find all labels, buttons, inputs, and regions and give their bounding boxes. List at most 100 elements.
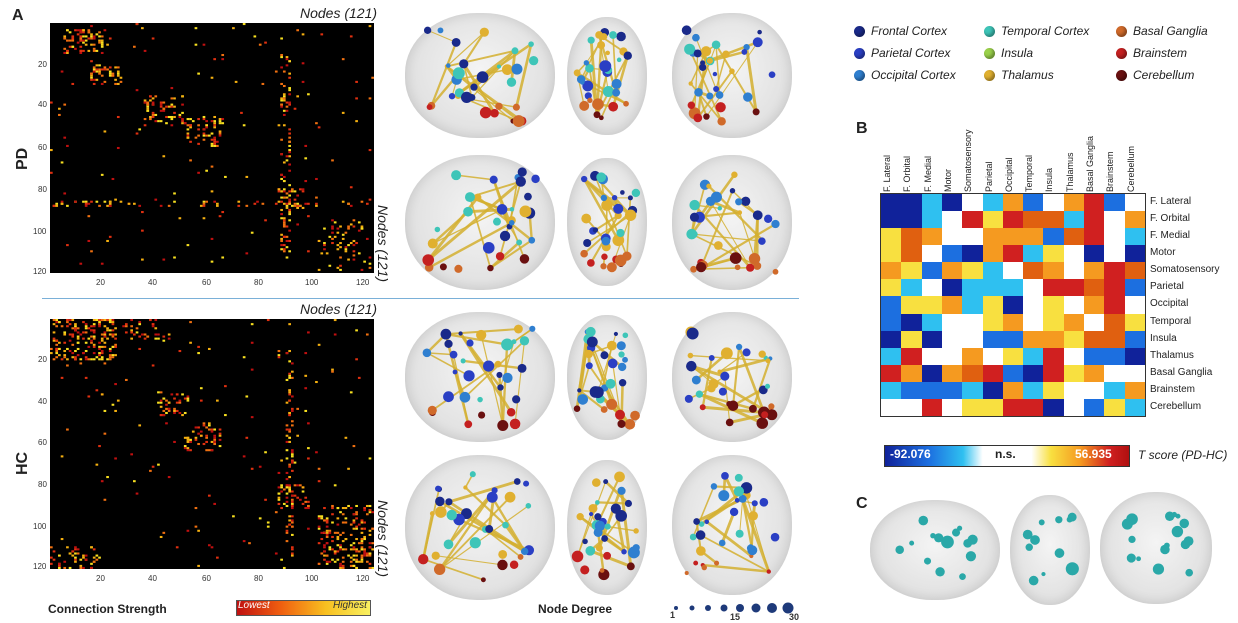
brain-node <box>624 419 636 430</box>
matrix-cell <box>108 354 112 357</box>
colorbar-title: T score (PD-HC) <box>1138 448 1228 462</box>
heatmap-cell <box>881 381 902 400</box>
matrix-cell <box>360 519 364 522</box>
matrix-cell <box>355 566 358 569</box>
matrix-cell <box>216 144 219 147</box>
matrix-cell <box>288 486 291 489</box>
matrix-cell <box>363 535 366 539</box>
matrix-cell <box>60 538 64 541</box>
matrix-cell <box>242 356 246 359</box>
network-edge <box>446 31 485 67</box>
matrix-cell <box>199 204 203 207</box>
matrix-cell <box>63 354 67 357</box>
matrix-cell <box>355 538 358 541</box>
matrix-cell <box>253 202 257 205</box>
brain-node <box>772 268 779 275</box>
matrix-cell <box>325 525 329 528</box>
brain-node <box>612 234 625 247</box>
brain-node <box>734 264 741 271</box>
matrix-cell <box>197 564 200 567</box>
brain-node <box>771 219 780 229</box>
matrix-cell <box>277 471 281 474</box>
brain-node <box>528 56 539 66</box>
brain-node <box>604 523 611 530</box>
heatmap-cell <box>1043 398 1065 417</box>
matrix-cell <box>100 337 104 340</box>
matrix-cell <box>149 99 152 102</box>
brain-node <box>632 544 640 552</box>
matrix-cell <box>76 548 80 551</box>
matrix-cell <box>111 333 115 336</box>
heatmap-cell <box>921 245 943 263</box>
significant-node <box>1041 571 1046 577</box>
matrix-cell <box>106 43 109 46</box>
matrix-cell <box>368 262 372 265</box>
matrix-cell <box>181 95 184 98</box>
matrix-cell <box>290 515 294 518</box>
matrix-cell <box>186 449 190 452</box>
brain-node <box>495 252 505 261</box>
heatmap-cell <box>982 245 1004 263</box>
matrix-cell <box>282 95 286 98</box>
matrix-cell <box>280 244 283 247</box>
brain-node <box>588 503 598 513</box>
matrix-cell <box>248 542 251 545</box>
matrix-cell <box>52 204 56 207</box>
matrix-cell <box>157 337 160 340</box>
matrix-cell <box>68 339 72 342</box>
matrix-cell <box>114 333 117 336</box>
matrix-cell <box>341 548 345 551</box>
brain-node <box>508 219 515 226</box>
matrix-cell <box>130 331 134 334</box>
matrix-cell <box>79 51 83 54</box>
matrix-cell <box>50 562 53 565</box>
matrix-cell <box>363 538 366 541</box>
matrix-cell <box>352 225 356 228</box>
matrix-cell <box>285 192 289 195</box>
matrix-cell <box>285 449 289 452</box>
matrix-cell <box>130 453 134 456</box>
heatmap-cell <box>881 245 902 263</box>
heatmap-cell <box>1104 364 1126 383</box>
matrix-cell <box>360 560 364 563</box>
matrix-cell <box>266 521 270 524</box>
matrix-cell <box>336 244 340 247</box>
matrix-cell <box>363 554 366 557</box>
hc-ytick: 100 <box>33 522 47 531</box>
brain-node <box>497 420 509 432</box>
brain-node <box>757 29 762 35</box>
brain-node <box>496 371 503 378</box>
heatmap-row-label: Parietal <box>1150 281 1184 293</box>
matrix-cell <box>130 329 134 332</box>
matrix-cell <box>331 558 334 561</box>
matrix-cell <box>277 502 281 505</box>
brain-node <box>512 103 520 111</box>
matrix-cell <box>360 558 364 561</box>
matrix-cell <box>331 504 334 508</box>
matrix-cell <box>157 391 160 394</box>
brain-node <box>704 519 710 525</box>
matrix-cell <box>114 409 117 412</box>
matrix-cell <box>68 45 72 48</box>
matrix-cell <box>315 196 318 199</box>
matrix-cell <box>76 327 80 330</box>
matrix-cell <box>90 250 93 253</box>
heatmap-cell <box>962 211 984 229</box>
hc-ytick: 20 <box>38 355 47 364</box>
matrix-cell <box>111 321 115 324</box>
matrix-cell <box>331 227 334 230</box>
matrix-cell <box>288 155 291 158</box>
matrix-cell <box>202 422 206 425</box>
matrix-cell <box>82 39 85 42</box>
matrix-cell <box>71 554 75 557</box>
matrix-cell <box>181 393 184 396</box>
matrix-cell <box>95 78 99 81</box>
matrix-cell <box>199 387 203 390</box>
brain-node <box>616 341 626 351</box>
matrix-cell <box>285 101 289 104</box>
matrix-cell <box>189 341 192 344</box>
matrix-cell <box>355 504 358 508</box>
matrix-cell <box>288 101 291 104</box>
brain-node <box>585 63 594 73</box>
matrix-cell <box>55 343 59 346</box>
